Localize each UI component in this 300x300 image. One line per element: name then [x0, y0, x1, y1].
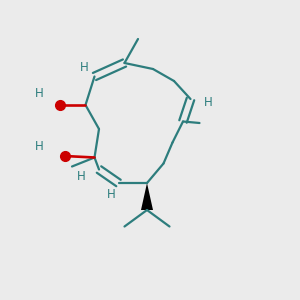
- Polygon shape: [141, 183, 153, 210]
- Text: H: H: [76, 170, 85, 184]
- Text: H: H: [106, 188, 116, 202]
- Text: H: H: [34, 86, 43, 100]
- Text: H: H: [204, 95, 213, 109]
- Text: H: H: [34, 140, 43, 154]
- Text: H: H: [80, 61, 88, 74]
